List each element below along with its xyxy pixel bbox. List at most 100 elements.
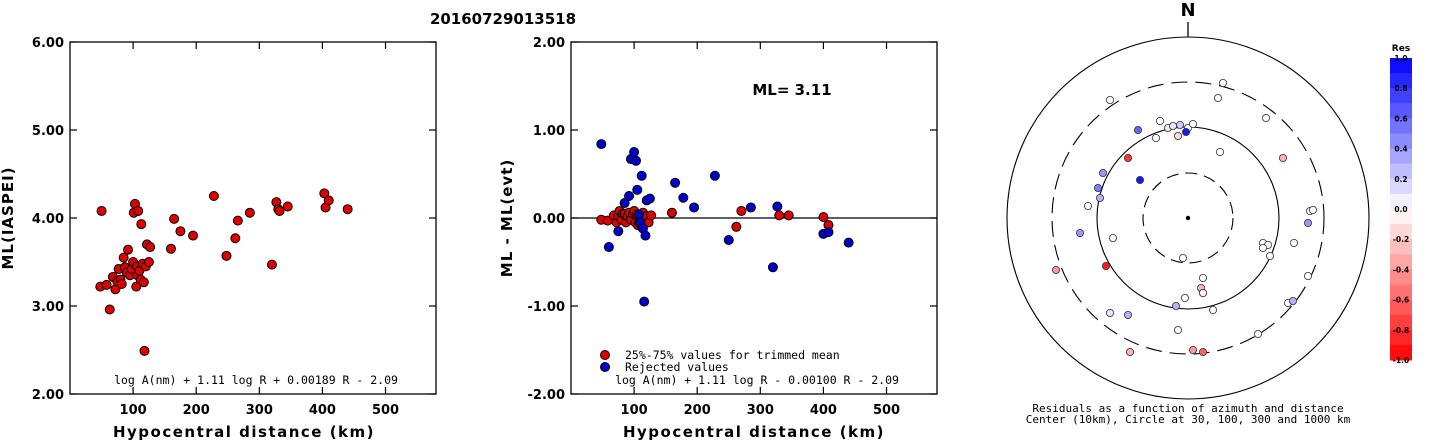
colorbar-block (1390, 284, 1412, 301)
trimmed-point (646, 210, 657, 221)
station-marker (1096, 193, 1105, 202)
station-marker (1076, 228, 1085, 237)
caption-line-1: Residuals as a function of azimuth and d… (1032, 402, 1343, 415)
colorbar-block (1390, 148, 1412, 165)
north-label: N (1180, 0, 1195, 21)
station-marker (1309, 205, 1318, 214)
y-tick-label: -1.00 (528, 300, 565, 315)
rejected-point (823, 227, 834, 238)
colorbar-tick-label: 0.4 (1394, 145, 1407, 154)
colorbar-block (1390, 254, 1412, 270)
data-points (95, 188, 353, 356)
panel-residual-vs-distance: 100 200 300 400 500 -2.00 -1.00 0.00 1.00 2.00 M… (498, 36, 938, 441)
data-point (138, 277, 149, 288)
station-marker (1106, 308, 1115, 317)
ring-300km (1051, 81, 1325, 355)
station-marker (1304, 271, 1313, 280)
y-tick-label: 6.00 (32, 36, 64, 51)
data-point (266, 259, 277, 270)
rejected-point (613, 226, 624, 237)
station-marker (1124, 153, 1133, 162)
legend: 25%-75% values for trimmed mean Rejected… (600, 348, 840, 374)
station-marker (1189, 120, 1198, 129)
station-marker (1084, 201, 1093, 210)
station-marker (1099, 168, 1108, 177)
rejected-point (640, 230, 651, 241)
station-marker (1304, 218, 1313, 227)
y-axis-ticks: 2.00 3.00 4.00 5.00 6.00 (32, 36, 436, 403)
y-tick-label: 4.00 (32, 212, 64, 227)
y-tick-label: 1.00 (533, 124, 565, 139)
colorbar-block (1390, 314, 1412, 331)
legend-marker-rejected (600, 362, 610, 372)
rejected-point (624, 191, 635, 201)
legend-label-trimmed: 25%-75% values for trimmed mean (625, 348, 840, 362)
colorbar-block (1390, 103, 1412, 119)
trimmed-point (666, 207, 677, 218)
station-markers (1052, 79, 1318, 356)
data-point (232, 215, 243, 226)
station-marker (1209, 305, 1218, 314)
x-axis-label: Hypocentral distance (km) (113, 423, 375, 441)
station-marker (1179, 253, 1188, 262)
data-point (143, 257, 154, 267)
rejected-point (596, 139, 607, 150)
data-points (596, 139, 854, 307)
rejected-point (619, 198, 630, 209)
station-marker (1176, 121, 1185, 130)
colorbar-block (1390, 193, 1412, 210)
trimmed-point (736, 205, 747, 216)
x-tick-label: 500 (372, 403, 399, 418)
station-marker (1290, 238, 1299, 247)
colorbar-tick-label: -0.6 (1393, 296, 1409, 305)
colorbar-tick-label: -0.8 (1393, 326, 1409, 335)
data-point (282, 201, 293, 212)
colorbar-block (1390, 163, 1412, 180)
data-point (323, 195, 334, 206)
data-point (208, 191, 219, 201)
data-point (230, 233, 241, 244)
station-marker (1216, 147, 1225, 156)
y-tick-label: 3.00 (32, 300, 64, 315)
data-point (118, 252, 129, 263)
colorbar-tick-label: 0.0 (1394, 205, 1407, 214)
station-marker (1189, 345, 1198, 354)
figure-title: 20160729013518 (430, 10, 576, 28)
rejected-point (843, 237, 854, 248)
x-axis-ticks: 100 200 300 400 500 (120, 42, 399, 418)
station-marker (1169, 122, 1178, 131)
station-marker (1124, 310, 1133, 319)
x-tick-label: 300 (747, 403, 774, 418)
station-marker (1182, 127, 1191, 136)
panel-ml-vs-distance: 100 200 300 400 500 2.00 3.00 4.00 5.00 6.00 Hyp… (0, 36, 437, 441)
station-marker (1279, 153, 1288, 162)
colorbar-tick-label: 0.6 (1394, 114, 1407, 123)
colorbar-tick-label: 0.8 (1394, 84, 1407, 93)
station-marker (1199, 288, 1208, 297)
colorbar-block (1390, 224, 1412, 240)
station-marker (1094, 183, 1103, 192)
y-axis-ticks: -2.00 -1.00 0.00 1.00 2.00 (528, 36, 937, 403)
station-marker (1172, 301, 1181, 310)
ml-annotation: ML= 3.11 (752, 81, 831, 99)
rejected-point (630, 155, 641, 166)
data-point (165, 243, 176, 254)
colorbar-block (1390, 344, 1412, 361)
x-tick-label: 500 (873, 403, 900, 418)
x-tick-label: 400 (309, 403, 336, 418)
y-tick-label: 5.00 (32, 124, 64, 139)
colorbar-block (1390, 133, 1412, 150)
data-point (136, 219, 147, 230)
station-marker (1181, 293, 1190, 302)
colorbar-labels: 1.0 0.8 0.6 0.4 0.2 0.0 -0.2 -0.4 -0.6 -0.8 -1.0 (1393, 54, 1409, 365)
data-point (101, 279, 112, 290)
ring-30km (1142, 172, 1234, 264)
colorbar-tick-label: -0.4 (1393, 265, 1409, 274)
rejected-point (772, 201, 783, 212)
y-axis-label: ML(IASPEI) (0, 166, 17, 269)
rejected-point (632, 184, 643, 195)
station-marker (1174, 325, 1183, 334)
data-point (244, 207, 255, 218)
station-marker (1259, 243, 1268, 252)
